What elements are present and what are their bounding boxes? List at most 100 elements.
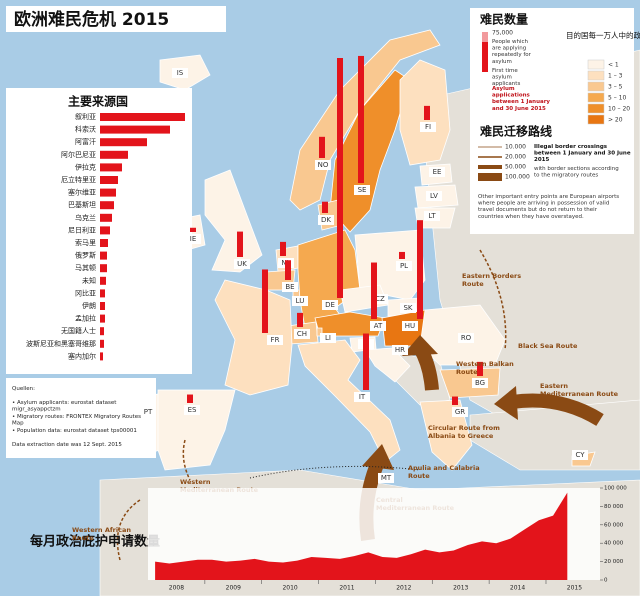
country-label-box [396, 261, 412, 271]
legend-title: 难民数量 [479, 12, 528, 27]
arrow-head [494, 386, 518, 420]
country-code: LV [430, 192, 438, 200]
y-tick-label: 80 000 [604, 504, 624, 510]
y-tick-label: 40 000 [604, 541, 624, 547]
country [364, 347, 411, 383]
country-code: MT [381, 474, 392, 482]
origin-label: 冈比亚 [75, 288, 96, 297]
country-bar [371, 262, 377, 319]
title: 欧洲难民危机 2015 [14, 9, 169, 30]
country-label-box [420, 122, 436, 132]
route-label: Eastern Borders Route [462, 272, 521, 288]
ratio-label: < 1 [608, 62, 619, 69]
origin-label: 尼日利亚 [68, 225, 96, 234]
country-code: LI [325, 334, 331, 342]
ratio-label: 10 – 20 [608, 106, 630, 113]
origin-label: 伊拉克 [75, 162, 96, 171]
source-text: Data extraction date was 12 Sept. 2015 [12, 442, 122, 448]
country-label-box [322, 300, 338, 310]
country-label-box [378, 473, 394, 483]
origin-bar [100, 113, 185, 121]
arrow-head [402, 335, 438, 356]
legend-note: Asylum applications between 1 January and 3… [492, 86, 550, 112]
ratio-swatch [587, 70, 605, 81]
origin-label: 厄立特里亚 [61, 175, 96, 184]
country-bar [337, 58, 343, 298]
country-code: LU [296, 297, 305, 305]
country-label-box [372, 294, 388, 304]
origin-bar [100, 150, 128, 159]
country-label-box [429, 167, 445, 177]
origin-bar [100, 213, 112, 222]
country-code: BE [285, 283, 294, 291]
ratio-label: 5 – 10 [608, 95, 626, 102]
route-label: Western African Route [72, 526, 131, 542]
route-label: Apulia and Calabria Route [408, 464, 480, 480]
monthly-area [155, 492, 568, 580]
country-label-box [172, 68, 188, 78]
country-label-box [354, 185, 370, 195]
route-line [479, 249, 507, 351]
source-text: • Migratory routes: FRONTEX Migratory Ro… [12, 414, 141, 427]
origin-bar [100, 138, 147, 147]
country-bar [363, 333, 369, 390]
country-code: IS [177, 69, 184, 77]
route-line [182, 439, 191, 481]
origin-label: 索马里 [75, 238, 96, 247]
routes-title: 难民迁移路线 [479, 124, 552, 139]
country-bar [358, 55, 364, 183]
country-label-box [354, 392, 370, 402]
legend-item: First time asylum applicants [492, 68, 520, 87]
country [157, 389, 236, 471]
country-bar [280, 241, 286, 256]
ratio-swatch [587, 59, 605, 70]
x-tick-label: 2009 [226, 585, 241, 592]
origin-bar [100, 125, 170, 134]
x-tick-label: 2015 [567, 585, 582, 592]
origin-label: 无国籍人士 [61, 326, 96, 335]
x-tick-label: 2013 [453, 585, 468, 592]
country-label-box [572, 450, 588, 460]
y-tick-label: 0 [604, 578, 608, 584]
source-text: • Population data: eurostat dataset tps0… [12, 428, 137, 434]
route-width-label: 10.000 [505, 144, 526, 151]
arrow-head [362, 444, 394, 470]
country-label-box [472, 378, 488, 388]
legend-item: People which are applying repeatedly for as… [492, 39, 532, 65]
origins-title: 主要来源国 [68, 94, 128, 109]
country-label-box [234, 259, 250, 269]
country-bar [285, 260, 291, 280]
origin-bar [100, 188, 116, 197]
ratio-label: 1 – 3 [608, 73, 623, 80]
origin-label: 波斯尼亚和黑塞哥维那 [26, 339, 96, 348]
country-code: RO [461, 334, 472, 342]
route-label: Circular Route from Albania to Greece [428, 424, 500, 440]
ratio-swatch [587, 92, 605, 103]
origin-bar [100, 251, 107, 260]
country-label-box [392, 345, 408, 355]
country-bar [322, 201, 328, 213]
origin-label: 塞内加尔 [68, 351, 96, 360]
origin-label: 马其顿 [75, 263, 96, 272]
country-bar [477, 361, 483, 376]
y-tick-label: 20 000 [604, 559, 624, 565]
country-label-box [184, 405, 200, 415]
origin-bar [100, 226, 110, 235]
origin-label: 阿尔巴尼亚 [61, 150, 96, 159]
title-box [6, 6, 226, 32]
route-width-label: 100.000 [505, 174, 530, 181]
country [204, 169, 263, 273]
origin-bar [100, 289, 105, 298]
country-code: IT [359, 393, 366, 401]
origin-label: 孟加拉 [75, 314, 96, 323]
route-arrow [510, 393, 604, 427]
routes-note: Illegal border crossings between 1 Januar… [534, 144, 631, 163]
country-label-box [402, 321, 418, 331]
country-label-box [452, 407, 468, 417]
origin-bar [100, 352, 103, 361]
origin-label: 叙利亚 [75, 112, 96, 121]
country-label-box [315, 160, 331, 170]
origin-bar [100, 276, 106, 285]
source-text: • Asylum applicants: eurostat dataset mig… [12, 400, 117, 413]
